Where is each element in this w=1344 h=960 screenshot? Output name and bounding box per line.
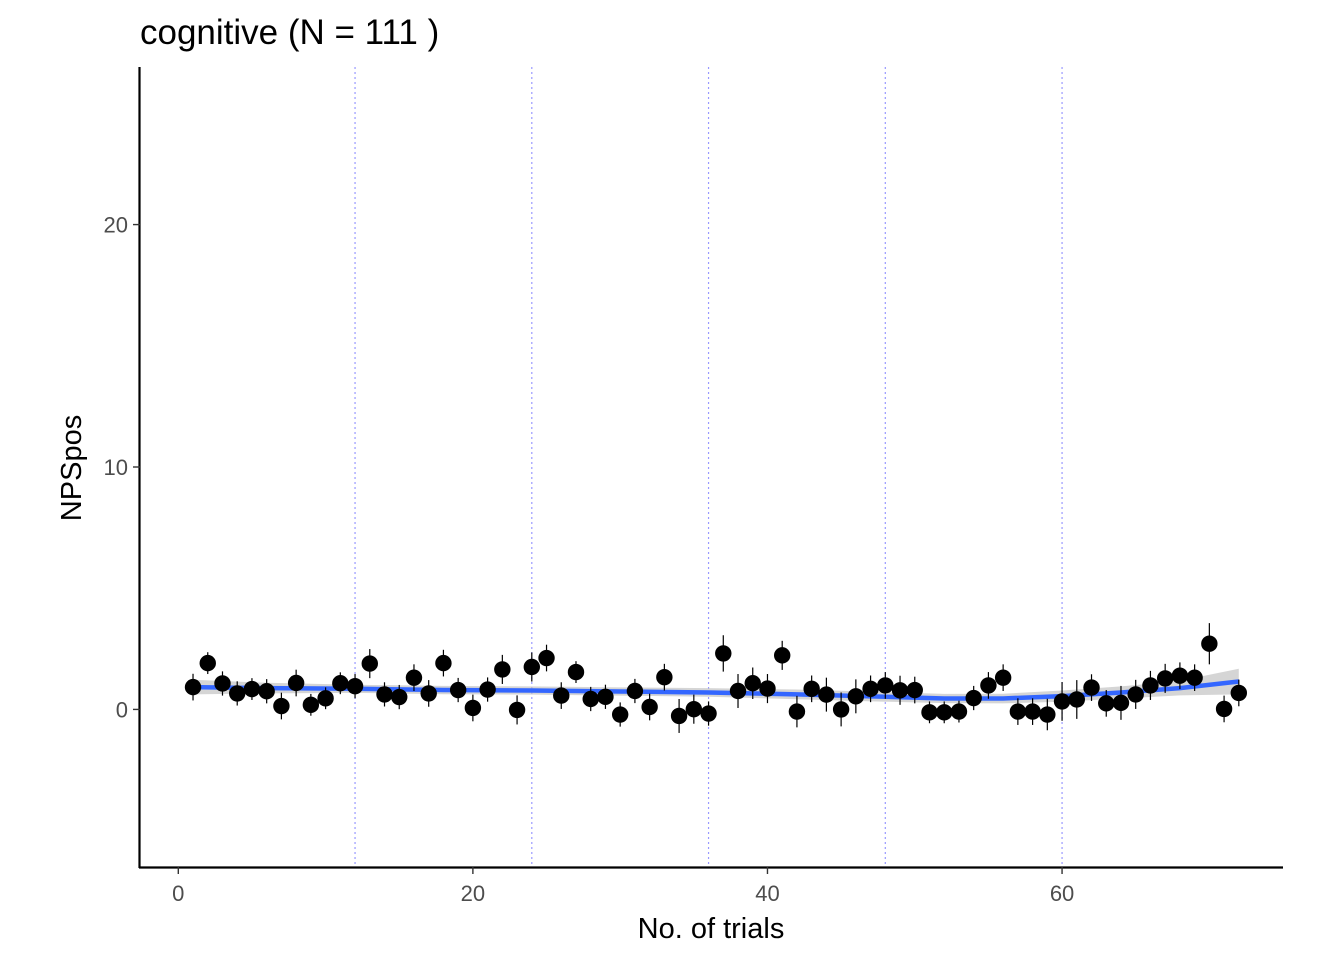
x-axis-ticks: 0 20 40 60 bbox=[172, 867, 1074, 906]
y-axis-title: NPSpos bbox=[56, 415, 88, 521]
data-point-40 bbox=[759, 680, 776, 697]
data-point-69 bbox=[1186, 669, 1203, 686]
data-point-26 bbox=[553, 687, 570, 704]
data-point-47 bbox=[862, 680, 879, 698]
data-point-6 bbox=[258, 683, 275, 700]
data-point-7 bbox=[273, 697, 290, 715]
data-point-28 bbox=[582, 690, 599, 708]
data-point-12 bbox=[346, 677, 364, 695]
data-point-61 bbox=[1068, 691, 1085, 708]
x-tick-label-0: 0 bbox=[172, 881, 184, 906]
data-point-25 bbox=[538, 649, 555, 667]
data-point-72 bbox=[1230, 684, 1248, 702]
data-point-33 bbox=[656, 668, 673, 686]
data-point-65 bbox=[1127, 686, 1144, 703]
data-point-14 bbox=[376, 686, 393, 703]
data-point-29 bbox=[597, 688, 614, 706]
data-point-30 bbox=[611, 706, 629, 723]
data-point-15 bbox=[391, 688, 408, 706]
data-point-35 bbox=[685, 700, 703, 718]
reference-lines bbox=[354, 67, 1063, 867]
data-point-31 bbox=[626, 682, 644, 700]
data-point-17 bbox=[420, 685, 437, 702]
data-point-53 bbox=[950, 703, 968, 720]
chart-title: cognitive (N = 111 ) bbox=[140, 13, 439, 52]
data-point-21 bbox=[479, 681, 496, 698]
data-point-13 bbox=[361, 655, 378, 672]
y-axis-ticks: 0 10 20 bbox=[104, 213, 140, 722]
data-point-9 bbox=[302, 696, 320, 714]
data-point-11 bbox=[332, 675, 349, 692]
data-point-39 bbox=[744, 675, 761, 692]
data-point-20 bbox=[464, 699, 482, 717]
data-point-57 bbox=[1009, 703, 1027, 720]
data-point-22 bbox=[494, 661, 511, 678]
x-tick-label-40: 40 bbox=[755, 881, 779, 906]
data-point-1 bbox=[184, 678, 202, 696]
x-axis-title: No. of trials bbox=[638, 913, 785, 945]
data-point-68 bbox=[1171, 667, 1189, 684]
y-tick-label-20: 20 bbox=[104, 213, 128, 238]
data-point-2 bbox=[199, 654, 216, 672]
y-tick-label-10: 10 bbox=[104, 455, 128, 480]
data-point-10 bbox=[317, 690, 334, 707]
x-tick-label-20: 20 bbox=[461, 881, 485, 906]
data-point-46 bbox=[847, 688, 865, 705]
data-point-70 bbox=[1201, 635, 1218, 652]
data-point-3 bbox=[214, 675, 231, 692]
data-point-24 bbox=[523, 658, 541, 676]
data-point-37 bbox=[715, 645, 732, 662]
data-point-56 bbox=[994, 669, 1012, 686]
data-point-71 bbox=[1215, 700, 1233, 718]
data-point-45 bbox=[832, 701, 850, 718]
data-point-58 bbox=[1024, 703, 1041, 720]
data-point-66 bbox=[1142, 677, 1159, 694]
data-point-49 bbox=[891, 682, 909, 699]
data-point-41 bbox=[774, 647, 791, 664]
data-point-27 bbox=[567, 663, 585, 681]
data-point-44 bbox=[818, 686, 835, 703]
data-point-64 bbox=[1112, 694, 1130, 712]
data-point-48 bbox=[877, 677, 894, 694]
data-point-18 bbox=[435, 654, 452, 672]
data-point-63 bbox=[1098, 695, 1115, 712]
data-point-42 bbox=[788, 703, 806, 720]
data-point-67 bbox=[1156, 670, 1174, 687]
data-point-55 bbox=[980, 677, 997, 694]
data-point-8 bbox=[287, 674, 305, 692]
data-point-52 bbox=[936, 704, 953, 721]
x-tick-label-60: 60 bbox=[1050, 881, 1074, 906]
data-point-23 bbox=[508, 701, 526, 719]
data-point-36 bbox=[700, 705, 717, 722]
data-point-51 bbox=[921, 704, 938, 721]
data-point-16 bbox=[405, 669, 423, 686]
y-tick-label-0: 0 bbox=[116, 697, 128, 722]
data-point-19 bbox=[449, 681, 467, 699]
data-point-59 bbox=[1039, 706, 1056, 723]
data-point-38 bbox=[729, 682, 747, 700]
point-layer bbox=[184, 635, 1248, 725]
data-point-60 bbox=[1053, 693, 1071, 710]
data-point-4 bbox=[229, 685, 246, 702]
data-point-62 bbox=[1083, 679, 1100, 696]
data-point-43 bbox=[803, 680, 820, 698]
data-point-34 bbox=[670, 707, 688, 725]
data-point-5 bbox=[243, 680, 261, 698]
data-point-32 bbox=[641, 698, 658, 716]
data-point-54 bbox=[965, 689, 982, 707]
data-point-50 bbox=[906, 681, 923, 699]
